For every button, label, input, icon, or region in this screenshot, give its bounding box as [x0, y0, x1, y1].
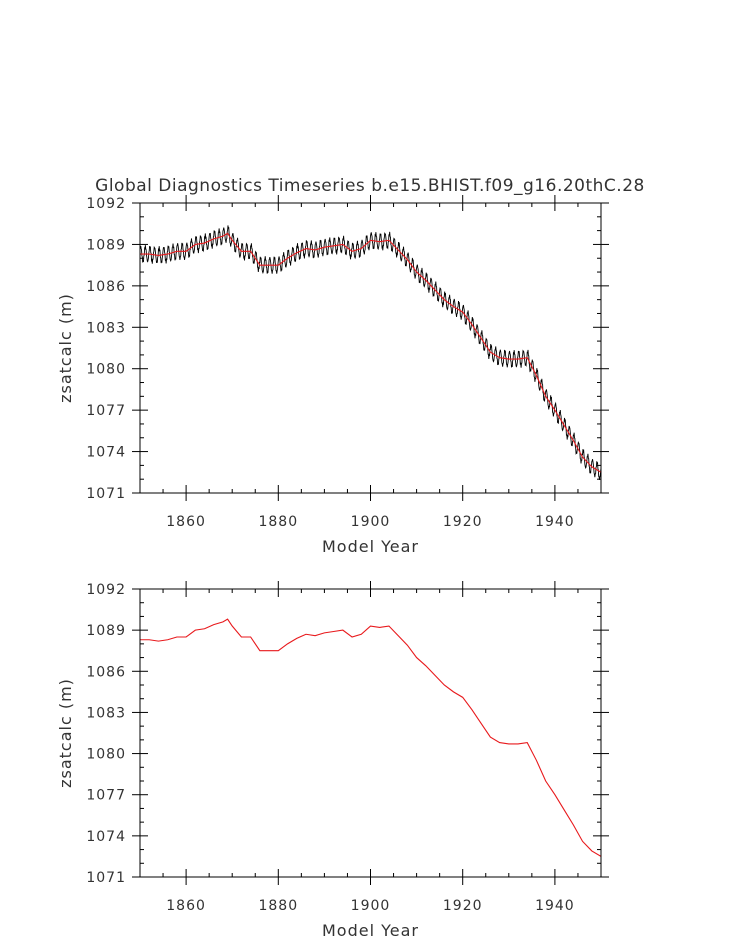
x-tick-label: 1920 — [443, 898, 483, 914]
y-tick-label: 1080 — [86, 362, 126, 378]
y-tick-label: 1083 — [86, 320, 126, 336]
plot-frame — [139, 588, 602, 878]
y-tick-label: 1077 — [86, 403, 126, 419]
y-tick-label: 1074 — [86, 445, 126, 461]
y-axis-title: zsatcalc (m) — [56, 678, 75, 788]
series-line-smoothed — [140, 618, 601, 857]
chart-panel-bottom: 1860 1880 1900 1920 1940 1071 1074 1077 1080 1083… — [56, 581, 609, 940]
y-tick-label: 1080 — [86, 747, 126, 763]
x-tick-label: 1880 — [258, 898, 298, 914]
x-tick-label: 1880 — [258, 514, 298, 530]
y-tick-label: 1086 — [86, 279, 126, 295]
x-tick-label: 1920 — [443, 514, 483, 530]
plot-frame — [139, 202, 602, 494]
chart-panel-top: 1860 1880 1900 1920 1940 1071 1074 1077 1080 1083… — [56, 195, 609, 556]
page-title: Global Diagnostics Timeseries b.e15.BHIS… — [95, 176, 645, 196]
x-axis-title: Model Year — [322, 921, 419, 940]
x-tick-label: 1940 — [535, 514, 575, 530]
y-tick-label: 1077 — [86, 788, 126, 804]
x-tick-label: 1860 — [166, 898, 206, 914]
x-tick-label: 1860 — [166, 514, 206, 530]
x-tick-label: 1940 — [535, 898, 575, 914]
y-tick-label: 1074 — [86, 829, 126, 845]
series-line-smoothed — [140, 232, 601, 473]
x-tick-label: 1900 — [351, 514, 391, 530]
x-tick-label: 1900 — [351, 898, 391, 914]
y-tick-label: 1092 — [86, 196, 126, 212]
y-tick-label: 1071 — [86, 870, 126, 886]
y-tick-label: 1071 — [86, 486, 126, 502]
series-line-monthly — [140, 225, 601, 480]
y-tick-label: 1089 — [86, 623, 126, 639]
x-axis-title: Model Year — [322, 537, 419, 556]
y-tick-label: 1089 — [86, 237, 126, 253]
y-axis-title: zsatcalc (m) — [56, 293, 75, 403]
y-tick-label: 1086 — [86, 664, 126, 680]
y-tick-label: 1083 — [86, 705, 126, 721]
y-tick-label: 1092 — [86, 582, 126, 598]
